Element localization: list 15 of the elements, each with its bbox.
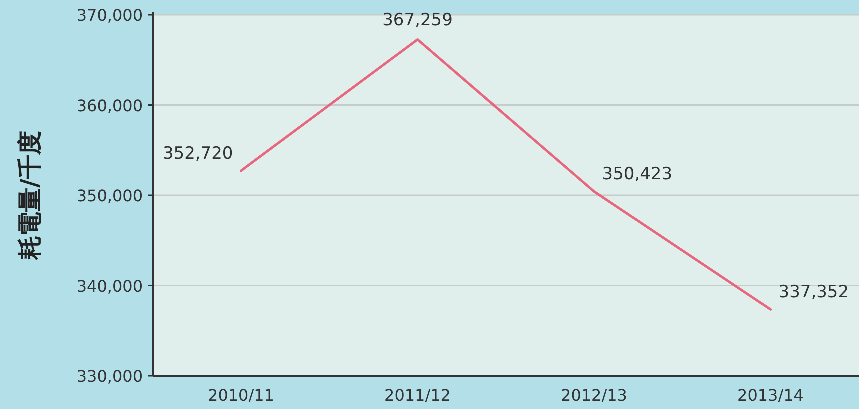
- y-tick-label: 370,000: [76, 6, 143, 25]
- x-tick-label: 2011/12: [384, 386, 451, 405]
- x-tick-label: 2013/14: [738, 386, 804, 405]
- x-tick-label: 2012/13: [561, 386, 628, 405]
- data-label: 367,259: [382, 10, 453, 31]
- data-label: 352,720: [162, 144, 234, 164]
- y-tick-label: 350,000: [76, 186, 143, 206]
- y-tick-label: 360,000: [76, 96, 143, 116]
- y-tick-label: 330,000: [76, 367, 143, 386]
- x-tick-label: 2010/11: [208, 386, 274, 405]
- y-axis-title: 耗電量/千度: [16, 131, 44, 261]
- line-series: [240, 38, 772, 311]
- data-label: 350,423: [602, 164, 673, 185]
- y-tick-label: 340,000: [76, 276, 143, 296]
- data-label: 337,352: [778, 282, 850, 303]
